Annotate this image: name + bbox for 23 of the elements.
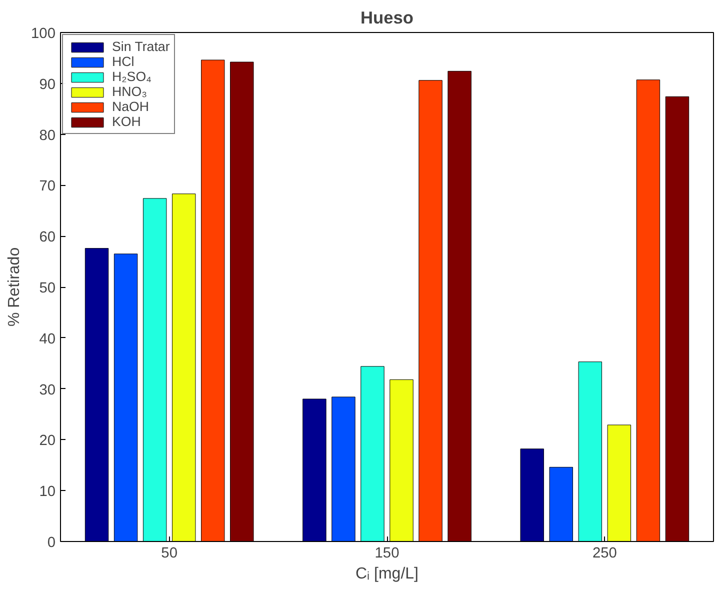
y-tick-label: 30 <box>39 382 56 398</box>
y-tick-label: 50 <box>39 280 56 296</box>
y-tick-label: 0 <box>47 535 56 551</box>
y-tick-label: 20 <box>39 433 56 450</box>
legend-label: HCl <box>112 54 134 69</box>
y-tick-label: 10 <box>39 484 56 500</box>
legend-label: Sin Tratar <box>112 39 170 54</box>
y-tick-label: 90 <box>39 76 56 93</box>
x-tick-label: 250 <box>592 546 617 562</box>
y-tick-label: 70 <box>39 178 56 195</box>
chart-title: Hueso <box>360 8 414 28</box>
legend-label: HNO₃ <box>112 84 148 99</box>
legend-label: NaOH <box>112 99 150 114</box>
y-tick-label: 40 <box>39 331 56 348</box>
y-tick-label: 80 <box>39 128 56 144</box>
x-tick-label: 50 <box>161 546 178 562</box>
y-tick-label: 100 <box>31 26 56 42</box>
y-axis-title: % Retirado <box>6 247 24 327</box>
legend-label: KOH <box>112 114 141 129</box>
x-axis-title: Cᵢ [mg/L] <box>356 566 418 582</box>
legend-label: H₂SO₄ <box>112 69 152 84</box>
y-tick-label: 60 <box>39 230 56 246</box>
x-tick-label: 150 <box>374 546 400 562</box>
